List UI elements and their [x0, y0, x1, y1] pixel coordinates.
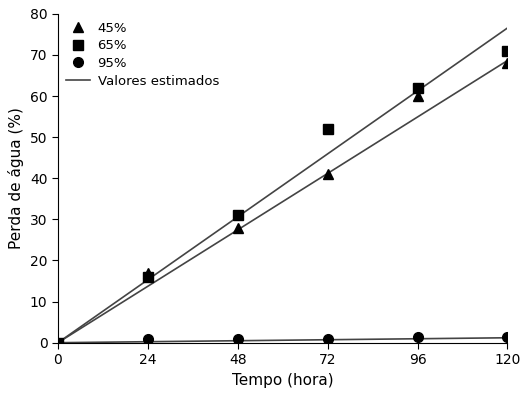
Y-axis label: Perda de água (%): Perda de água (%) — [8, 107, 24, 249]
Legend: 45%, 65%, 95%, Valores estimados: 45%, 65%, 95%, Valores estimados — [62, 18, 223, 91]
X-axis label: Tempo (hora): Tempo (hora) — [232, 373, 333, 388]
